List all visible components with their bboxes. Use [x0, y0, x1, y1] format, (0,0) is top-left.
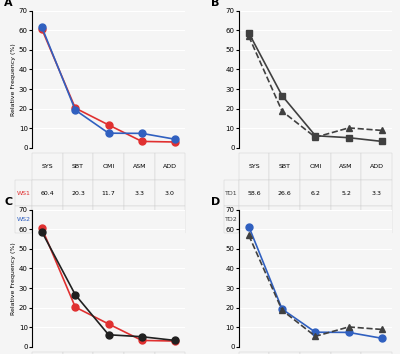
Text: B: B — [211, 0, 220, 8]
Y-axis label: Relative Frequency (%): Relative Frequency (%) — [11, 43, 16, 116]
Text: C: C — [4, 197, 12, 207]
Text: D: D — [211, 197, 220, 207]
Y-axis label: Relative Frequency (%): Relative Frequency (%) — [11, 242, 16, 315]
Text: A: A — [4, 0, 13, 8]
